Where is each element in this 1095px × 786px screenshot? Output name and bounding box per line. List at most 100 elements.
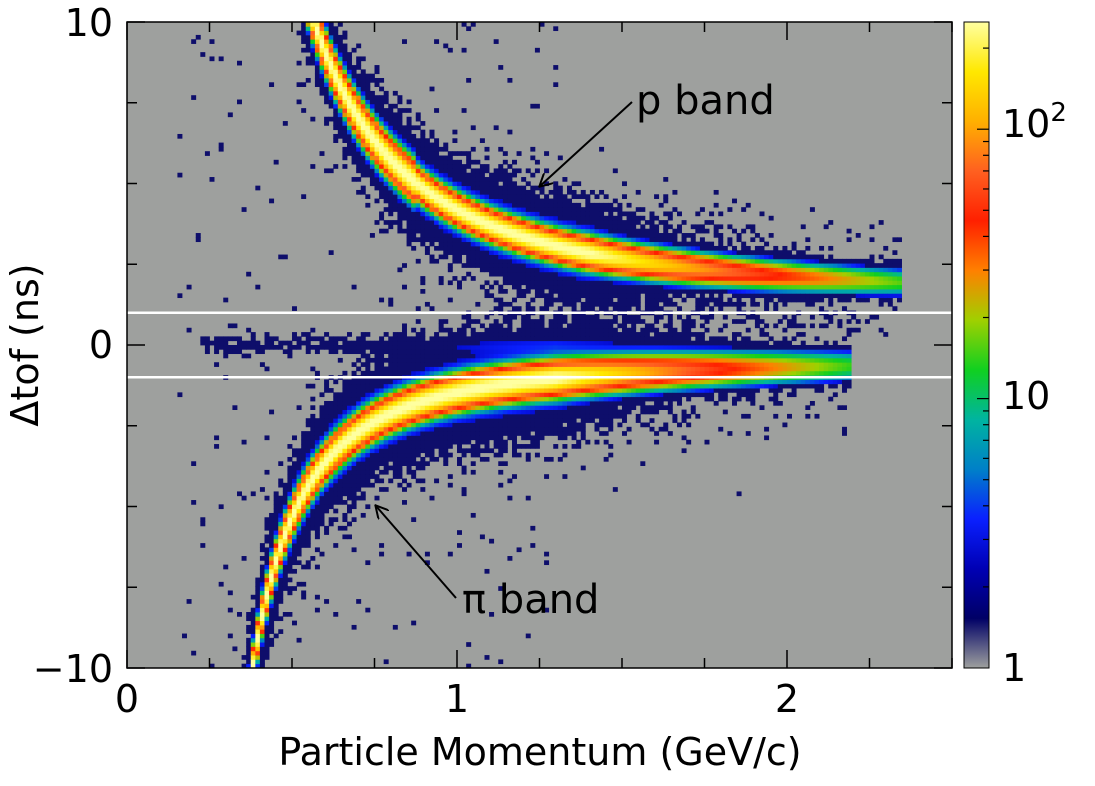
heatmap-cell: [264, 525, 270, 531]
heatmap-cell: [328, 456, 334, 462]
heatmap-cell: [324, 56, 330, 62]
heatmap-cell: [484, 237, 490, 243]
heatmap-cell: [333, 47, 339, 53]
heatmap-cell: [562, 220, 568, 225]
heatmap-cell: [489, 189, 495, 195]
heatmap-cell: [383, 125, 389, 131]
heatmap-cell: [484, 444, 490, 449]
heatmap-cell: [438, 224, 444, 230]
heatmap-cell: [443, 224, 449, 230]
heatmap-cell: [351, 108, 357, 113]
heatmap-cell: [589, 388, 595, 393]
heatmap-cell: [461, 388, 467, 393]
heatmap-cell: [379, 189, 385, 195]
heatmap-cell: [654, 263, 660, 268]
heatmap-cell: [498, 284, 504, 290]
heatmap-cell: [420, 366, 426, 372]
heatmap-cell: [461, 418, 467, 423]
heatmap-cell: [512, 366, 517, 372]
heatmap-cell: [259, 586, 265, 591]
heatmap-cell: [333, 30, 339, 36]
heatmap-cell: [580, 194, 586, 199]
heatmap-cell: [548, 336, 554, 342]
heatmap-cell: [287, 349, 293, 355]
heatmap-cell: [553, 405, 559, 410]
heatmap-cell: [397, 155, 403, 161]
heatmap-cell: [466, 263, 472, 268]
heatmap-cell: [314, 508, 320, 514]
heatmap-cell: [599, 263, 605, 268]
heatmap-cell: [470, 469, 476, 475]
heatmap-cell: [420, 155, 426, 161]
heatmap-cell: [635, 254, 641, 260]
heatmap-cell: [521, 366, 527, 372]
heatmap-cell: [365, 103, 371, 109]
heatmap-cell: [369, 168, 375, 174]
heatmap-cell: [663, 323, 669, 329]
heatmap-cell: [530, 237, 536, 243]
heatmap-cell: [594, 258, 600, 264]
heatmap-cell: [237, 340, 242, 346]
heatmap-cell: [337, 125, 343, 131]
heatmap-cell: [406, 198, 412, 204]
heatmap-cell: [429, 413, 435, 419]
heatmap-cell: [337, 409, 343, 415]
heatmap-cell: [379, 366, 385, 372]
heatmap-cell: [415, 258, 421, 264]
heatmap-cell: [379, 487, 385, 492]
heatmap-cell: [246, 659, 252, 665]
heatmap-cell: [466, 336, 472, 342]
heatmap-cell: [567, 224, 572, 230]
heatmap-cell: [434, 336, 440, 342]
heatmap-cell: [539, 332, 545, 337]
heatmap-cell: [576, 422, 582, 428]
heatmap-cell: [443, 405, 449, 410]
heatmap-cell: [310, 47, 316, 53]
heatmap-cell: [622, 431, 627, 436]
heatmap-cell: [411, 155, 417, 161]
heatmap-cell: [278, 581, 284, 587]
heatmap-cell: [434, 366, 440, 372]
heatmap-cell: [273, 612, 279, 617]
heatmap-cell: [489, 284, 495, 290]
heatmap-cell: [562, 280, 568, 286]
heatmap-cell: [360, 69, 366, 75]
heatmap-cell: [658, 237, 664, 243]
heatmap-cell: [351, 77, 357, 83]
heatmap-cell: [388, 478, 394, 484]
heatmap-cell: [392, 121, 398, 126]
heatmap-cell: [420, 172, 426, 178]
heatmap-cell: [507, 271, 513, 277]
heatmap-cell: [388, 340, 394, 346]
heatmap-cell: [562, 241, 568, 247]
heatmap-cell: [484, 233, 490, 238]
heatmap-cell: [502, 431, 508, 436]
heatmap-cell: [402, 198, 407, 204]
heatmap-cell: [466, 314, 472, 320]
heatmap-cell: [580, 413, 586, 419]
heatmap-cell: [457, 151, 462, 156]
heatmap-cell: [347, 86, 352, 92]
heatmap-cell: [292, 461, 297, 466]
heatmap-cell: [278, 629, 284, 634]
heatmap-cell: [585, 336, 591, 342]
heatmap-cell: [576, 405, 582, 410]
heatmap-cell: [594, 293, 600, 299]
heatmap-cell: [246, 642, 252, 647]
heatmap-cell: [622, 362, 627, 367]
heatmap-cell: [310, 487, 316, 492]
heatmap-cell: [434, 164, 440, 169]
heatmap-cell: [402, 323, 407, 329]
heatmap-cell: [347, 121, 352, 126]
heatmap-cell: [246, 629, 252, 634]
heatmap-cell: [287, 340, 293, 346]
heatmap-cell: [502, 336, 508, 342]
heatmap-cell: [420, 465, 426, 471]
heatmap-cell: [512, 444, 517, 449]
heatmap-cell: [218, 146, 224, 152]
heatmap-cell: [273, 504, 279, 510]
heatmap-cell: [493, 224, 499, 230]
heatmap-cell: [333, 73, 339, 79]
heatmap-cell: [502, 413, 508, 419]
heatmap-cell: [429, 340, 435, 346]
